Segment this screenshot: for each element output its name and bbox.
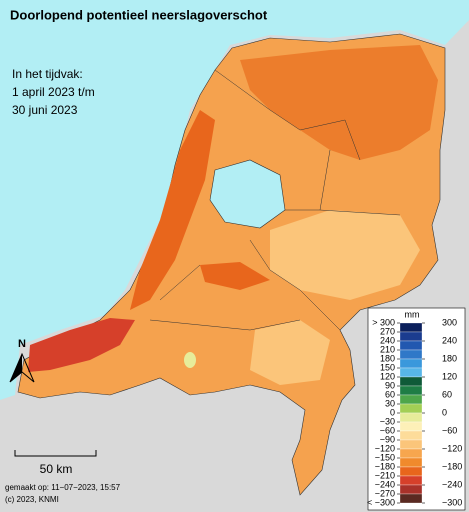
legend-label: −60 [442, 425, 457, 435]
netherlands [17, 33, 446, 496]
legend-swatch [399, 484, 423, 495]
legend-label: 120 [380, 371, 395, 381]
title: Doorlopend potentieel neerslagoverschot [10, 7, 268, 22]
legend-swatch [399, 367, 423, 378]
legend-swatch [399, 475, 423, 486]
north-arrow-fill [10, 354, 22, 382]
legend-swatch [399, 421, 423, 432]
legend-label: −240 [375, 479, 395, 489]
legend-label: −60 [380, 425, 395, 435]
legend-label: −300 [442, 497, 462, 507]
zone-south [250, 320, 330, 385]
legend-label: 60 [385, 389, 395, 399]
sea [0, 0, 469, 400]
north-label: N [18, 338, 26, 350]
legend-label: −120 [442, 443, 462, 453]
zone-east [270, 210, 420, 300]
legend-label: 240 [380, 335, 395, 345]
legend-label: −120 [375, 443, 395, 453]
legend-swatch [399, 394, 423, 405]
legend-label: 180 [380, 353, 395, 363]
legend-label: 30 [385, 398, 395, 408]
legend-swatch [399, 376, 423, 387]
zone-zeeland [28, 318, 135, 372]
legend-label: 270 [380, 326, 395, 336]
period-line: 1 april 2023 t/m [12, 85, 95, 99]
legend-label: 180 [442, 353, 457, 363]
legend-label: 0 [442, 407, 447, 417]
legend-label: > 300 [372, 317, 395, 327]
legend-label: −30 [380, 416, 395, 426]
zone-river [200, 262, 270, 290]
legend-label: −180 [442, 461, 462, 471]
legend-label: 120 [442, 371, 457, 381]
legend-label: −270 [375, 488, 395, 498]
zone-light [184, 352, 196, 368]
credit: (c) 2023, KNMI [5, 495, 59, 504]
legend-swatch [399, 340, 423, 351]
legend-label: −150 [375, 452, 395, 462]
legend-label: −210 [375, 470, 395, 480]
legend-swatch [399, 331, 423, 342]
legend-unit: mm [405, 309, 420, 319]
zone-north [240, 45, 438, 160]
ijsselmeer [209, 159, 286, 229]
legend-swatch [399, 403, 423, 414]
legend-swatch [399, 439, 423, 450]
scale-bar [14, 450, 97, 457]
legend: > 3002702402101801501209060300−30−60−90−… [367, 317, 462, 507]
legend-label: −90 [380, 434, 395, 444]
legend-swatch [399, 358, 423, 369]
period-line: 30 juni 2023 [12, 103, 78, 117]
period-line: In het tijdvak: [12, 67, 83, 81]
legend-label: −180 [375, 461, 395, 471]
legend-swatch [399, 322, 423, 333]
legend-label: −240 [442, 479, 462, 489]
province-borders [149, 69, 401, 331]
north-arrow: N [9, 338, 35, 383]
legend-swatch [399, 349, 423, 360]
legend-swatch [399, 385, 423, 396]
legend-label: 90 [385, 380, 395, 390]
credit: gemaakt op: 11−07−2023, 15:57 [5, 483, 121, 492]
legend-label: < −300 [367, 497, 395, 507]
legend-label: 60 [442, 389, 452, 399]
legend-label: 150 [380, 362, 395, 372]
legend-swatch [399, 430, 423, 441]
legend-swatch [399, 466, 423, 477]
legend-swatch [399, 457, 423, 468]
legend-label: 240 [442, 335, 457, 345]
scale-label: 50 km [40, 462, 73, 476]
legend-label: 0 [390, 407, 395, 417]
legend-swatch [399, 493, 423, 504]
legend-swatch [399, 412, 423, 423]
legend-label: 210 [380, 344, 395, 354]
zone-coast [130, 110, 215, 310]
legend-label: 300 [442, 317, 457, 327]
legend-swatch [399, 448, 423, 459]
